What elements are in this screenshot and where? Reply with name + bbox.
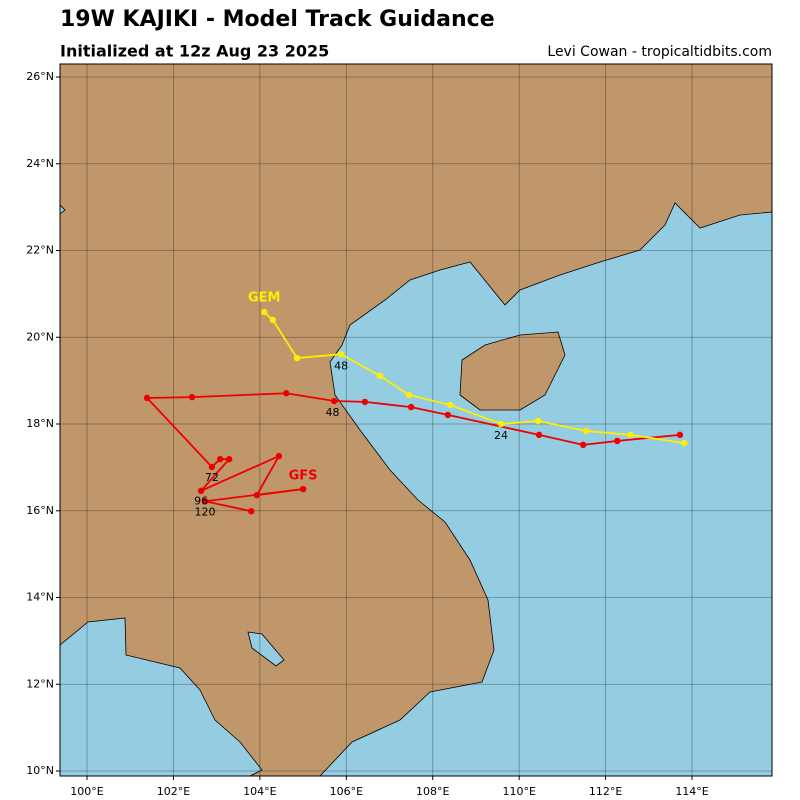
hour-label: 120 <box>194 505 215 518</box>
y-tick-label: 16°N <box>26 504 54 517</box>
track-point <box>248 507 255 515</box>
x-tick-label: 104°E <box>243 785 276 798</box>
track-point <box>444 411 452 419</box>
track-point <box>337 350 345 358</box>
hour-label: 48 <box>334 359 348 372</box>
x-tick-label: 102°E <box>157 785 190 798</box>
track-point <box>676 431 684 439</box>
track-point <box>446 401 454 409</box>
x-tick-label: 110°E <box>502 785 535 798</box>
basemap <box>60 64 772 776</box>
map-frame <box>59 63 773 777</box>
y-tick-label: 14°N <box>26 591 54 604</box>
track-point <box>535 431 543 439</box>
track-point <box>283 390 290 397</box>
track-point <box>188 393 196 401</box>
y-tick-label: 24°N <box>26 157 54 170</box>
title: 19W KAJIKI - Model Track Guidance <box>60 7 495 32</box>
track-point <box>497 420 505 428</box>
track-point <box>275 452 283 460</box>
track-name: GFS <box>289 469 318 484</box>
track-point <box>614 437 621 445</box>
y-tick-label: 10°N <box>26 764 54 777</box>
credit: Levi Cowan - tropicaltidbits.com <box>547 44 772 60</box>
track-point <box>376 372 384 380</box>
track-point <box>208 463 216 471</box>
y-tick-label: 20°N <box>26 330 54 343</box>
hour-label: 24 <box>494 429 508 442</box>
track-point <box>681 439 688 447</box>
track-point <box>361 398 369 406</box>
track-point <box>225 455 233 463</box>
x-tick-label: 112°E <box>589 785 622 798</box>
hour-label: 96 <box>194 495 208 508</box>
west-water <box>60 204 66 215</box>
track-line <box>145 392 681 513</box>
hour-label: 48 <box>325 406 339 419</box>
gulf-of-thailand <box>60 617 263 776</box>
track-point <box>627 431 634 439</box>
track-point <box>201 498 209 505</box>
track-point <box>143 394 151 402</box>
track-point <box>405 391 413 399</box>
track-point <box>269 316 277 324</box>
y-tick-label: 22°N <box>26 244 54 257</box>
track-point <box>299 485 307 493</box>
track-point <box>216 455 224 463</box>
track-point <box>407 403 415 411</box>
track-point <box>261 308 268 316</box>
ocean <box>319 202 772 776</box>
x-tick-label: 108°E <box>416 785 449 798</box>
track-line <box>263 311 685 444</box>
track-point <box>579 441 587 449</box>
hainan <box>459 331 566 411</box>
track-point <box>331 397 338 405</box>
track-point <box>582 427 590 435</box>
track-point <box>197 487 205 495</box>
subtitle: Initialized at 12z Aug 23 2025 <box>60 42 329 61</box>
x-tick-label: 100°E <box>70 785 103 798</box>
y-tick-label: 12°N <box>26 677 54 690</box>
track-point <box>534 417 542 425</box>
x-tick-label: 106°E <box>330 785 363 798</box>
x-tick-label: 114°E <box>675 785 708 798</box>
track-point <box>293 354 301 362</box>
lake <box>247 631 285 667</box>
track-name: GEM <box>248 291 281 306</box>
track-point <box>253 491 261 499</box>
hour-label: 72 <box>205 471 219 484</box>
y-tick-label: 18°N <box>26 417 54 430</box>
y-tick-label: 26°N <box>26 70 54 83</box>
